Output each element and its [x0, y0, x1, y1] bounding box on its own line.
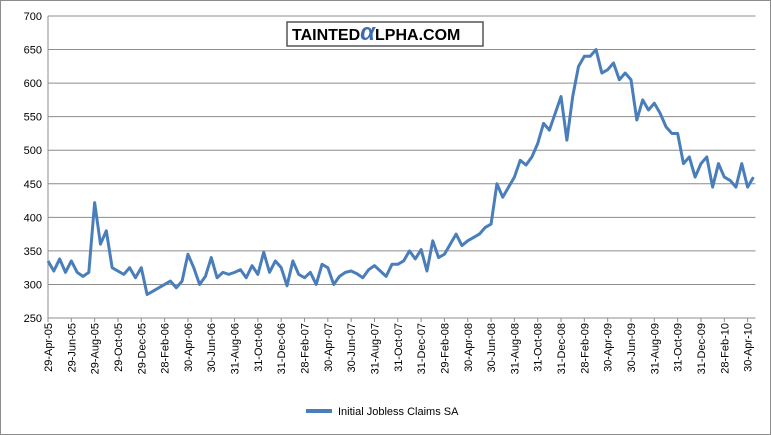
y-tick-label: 500 [24, 145, 42, 157]
x-tick-label: 31-Dec-06 [276, 323, 288, 374]
y-tick-label: 400 [24, 212, 42, 224]
x-tick-label: 31-Dec-08 [556, 323, 568, 374]
logo-mark: α [360, 19, 376, 46]
data-line [46, 48, 755, 297]
x-tick-label: 28-Feb-09 [579, 323, 591, 374]
x-tick-label: 31-Dec-07 [416, 323, 428, 374]
x-tick-label: 30-Jun-07 [346, 323, 358, 373]
y-tick-label: 650 [24, 45, 42, 57]
y-tick-label: 450 [24, 179, 42, 191]
x-tick-label: 30-Jun-08 [486, 323, 498, 373]
x-tick-label: 29-Oct-05 [113, 323, 125, 372]
y-tick-label: 250 [24, 313, 42, 325]
x-tick-label: 29-Apr-05 [43, 323, 55, 372]
x-tick-label: 30-Jun-09 [626, 323, 638, 373]
logo-right: LPHA.COM [375, 27, 460, 44]
x-tick-label: 29-Jun-05 [66, 323, 78, 373]
x-tick-label: 28-Feb-10 [719, 323, 731, 374]
y-tick-label: 600 [24, 78, 42, 90]
y-tick-label: 700 [24, 11, 42, 23]
x-tick-label: 30-Apr-10 [743, 323, 755, 372]
x-tick-label: 28-Feb-07 [300, 323, 312, 374]
x-tick-label: 30-Apr-09 [603, 323, 615, 372]
x-tick-label: 31-Aug-07 [369, 323, 381, 374]
x-tick-label: 31-Aug-09 [649, 323, 661, 374]
x-tick-label: 29-Aug-05 [90, 323, 102, 374]
x-tick-label: 31-Dec-09 [696, 323, 708, 374]
y-tick-label: 550 [24, 112, 42, 124]
x-tick-label: 30-Apr-08 [463, 323, 475, 372]
logo-box [286, 21, 484, 47]
x-tick-label: 30-Apr-06 [183, 323, 195, 372]
logo: TAINTEDαLPHA.COM [286, 19, 484, 47]
logo-left: TAINTED [292, 27, 360, 44]
x-tick-label: 30-Jun-06 [206, 323, 218, 373]
y-tick-label: 300 [24, 279, 42, 291]
x-tick-label: 29-Feb-08 [439, 323, 451, 374]
x-tick-label: 31-Oct-08 [533, 323, 545, 372]
logo-text: TAINTEDαLPHA.COM [292, 19, 460, 46]
x-tick-label: 31-Aug-06 [230, 323, 242, 374]
x-tick-label: 30-Apr-07 [323, 323, 335, 372]
y-tick-label: 350 [24, 246, 42, 258]
x-tick-label: 31-Oct-07 [393, 323, 405, 372]
x-tick-label: 31-Oct-09 [673, 323, 685, 372]
x-tick-label: 31-Oct-06 [253, 323, 265, 372]
legend-label: Initial Jobless Claims SA [338, 406, 459, 418]
x-tick-label: 29-Dec-05 [136, 323, 148, 374]
x-tick-label: 31-Aug-08 [509, 323, 521, 374]
x-tick-label: 28-Feb-06 [160, 323, 172, 374]
